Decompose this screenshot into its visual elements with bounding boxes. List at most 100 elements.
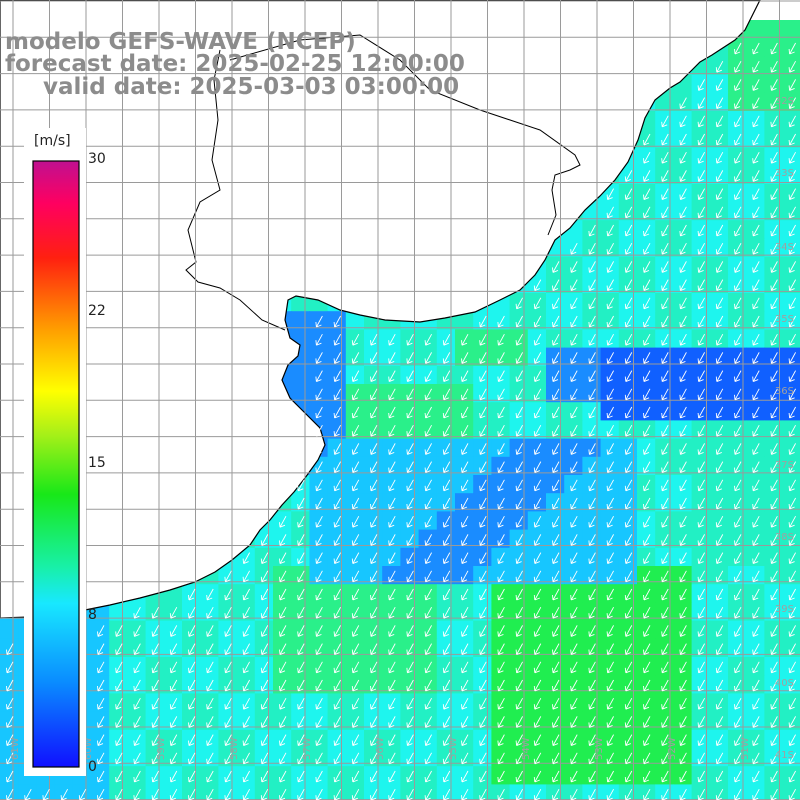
ocean-cell	[637, 456, 656, 476]
wind-arrow	[643, 588, 651, 601]
wind-arrow	[788, 570, 796, 583]
wind-arrow	[224, 606, 232, 619]
wind-arrow	[479, 697, 487, 710]
ocean-cell	[564, 420, 583, 440]
wind-arrow	[661, 188, 669, 201]
ocean-cell	[618, 547, 638, 567]
ocean-cell	[382, 657, 401, 676]
ocean-cell	[746, 129, 765, 148]
wind-arrow	[188, 588, 196, 601]
wind-arrow	[388, 661, 396, 674]
ocean-cell	[418, 511, 438, 531]
ocean-cell	[709, 547, 729, 567]
wind-arrow	[570, 515, 578, 528]
wind-arrow	[788, 534, 796, 546]
ocean-cell	[782, 784, 800, 800]
wind-arrow	[442, 515, 451, 528]
wind-arrow	[97, 643, 105, 656]
wind-arrow	[424, 388, 432, 401]
ocean-cell	[618, 584, 638, 603]
ocean-cell	[182, 729, 201, 749]
ocean-cell	[673, 202, 693, 221]
wind-arrow	[206, 752, 214, 765]
wind-arrow	[442, 643, 451, 656]
ocean-cell	[527, 329, 547, 349]
ocean-cell	[673, 657, 693, 676]
ocean-cell	[546, 475, 565, 494]
wind-arrow	[424, 752, 432, 765]
ocean-cell	[691, 402, 711, 421]
ocean-cell	[709, 493, 729, 512]
wind-arrow	[260, 734, 269, 747]
ocean-cell	[709, 129, 729, 148]
wind-arrow	[151, 770, 159, 783]
wind-arrow	[679, 515, 687, 528]
ocean-cell	[109, 602, 128, 622]
ocean-cell	[455, 456, 474, 476]
wind-arrow	[715, 60, 724, 73]
ocean-cell	[273, 511, 292, 531]
wind-arrow	[315, 424, 323, 437]
wind-arrow	[697, 151, 705, 164]
ocean-cell	[236, 766, 256, 785]
ocean-cell	[345, 365, 365, 385]
ocean-cell	[728, 56, 747, 76]
ocean-cell	[564, 402, 583, 421]
ocean-cell	[18, 784, 37, 800]
wind-arrow	[370, 406, 378, 419]
ocean-cell	[637, 202, 656, 221]
wind-arrow	[388, 515, 396, 528]
ocean-cell	[709, 238, 729, 258]
ocean-cell	[691, 547, 711, 567]
ocean-cell	[782, 329, 800, 349]
wind-arrow	[133, 734, 141, 747]
wind-arrow	[624, 770, 633, 783]
wind-arrow	[734, 461, 742, 474]
wind-arrow	[606, 606, 614, 619]
wind-arrow	[552, 461, 560, 474]
wind-arrow	[697, 333, 705, 346]
wind-arrow	[661, 170, 669, 182]
wind-arrow	[461, 497, 469, 510]
ocean-cell	[764, 20, 784, 39]
ocean-cell	[327, 784, 347, 800]
wind-arrow	[424, 424, 432, 437]
ocean-cell	[327, 584, 347, 603]
wind-arrow	[788, 697, 796, 710]
ocean-cell	[691, 566, 711, 585]
ocean-cell	[746, 693, 765, 713]
ocean-cell	[728, 784, 747, 800]
ocean-cell	[655, 111, 674, 130]
ocean-cell	[746, 657, 765, 676]
wind-arrow	[715, 333, 724, 346]
wind-arrow	[679, 661, 687, 674]
wind-arrow	[752, 242, 760, 255]
ocean-cell	[236, 602, 256, 622]
wind-arrow	[697, 297, 705, 310]
ocean-cell	[91, 748, 110, 767]
wind-arrow	[461, 570, 469, 583]
ocean-cell	[91, 657, 110, 676]
wind-arrow	[734, 133, 742, 146]
ocean-cell	[655, 456, 674, 476]
ocean-cell	[673, 784, 693, 800]
wind-arrow	[679, 206, 687, 219]
wind-arrow	[333, 606, 341, 619]
wind-arrow	[552, 679, 560, 692]
wind-arrow	[715, 115, 724, 128]
wind-arrow	[697, 279, 705, 292]
wind-arrow	[97, 734, 105, 747]
wind-arrow	[515, 534, 523, 546]
ocean-cell	[728, 329, 747, 349]
wind-arrow	[351, 370, 360, 383]
wind-arrow	[279, 625, 287, 637]
wind-arrow	[188, 661, 196, 674]
ocean-cell	[327, 729, 347, 749]
ocean-cell	[527, 529, 547, 549]
wind-arrow	[351, 734, 360, 747]
wind-arrow	[515, 479, 523, 492]
ocean-cell	[109, 620, 128, 640]
ocean-cell	[309, 384, 329, 403]
wind-arrow	[715, 97, 724, 110]
ocean-cell	[491, 511, 511, 531]
